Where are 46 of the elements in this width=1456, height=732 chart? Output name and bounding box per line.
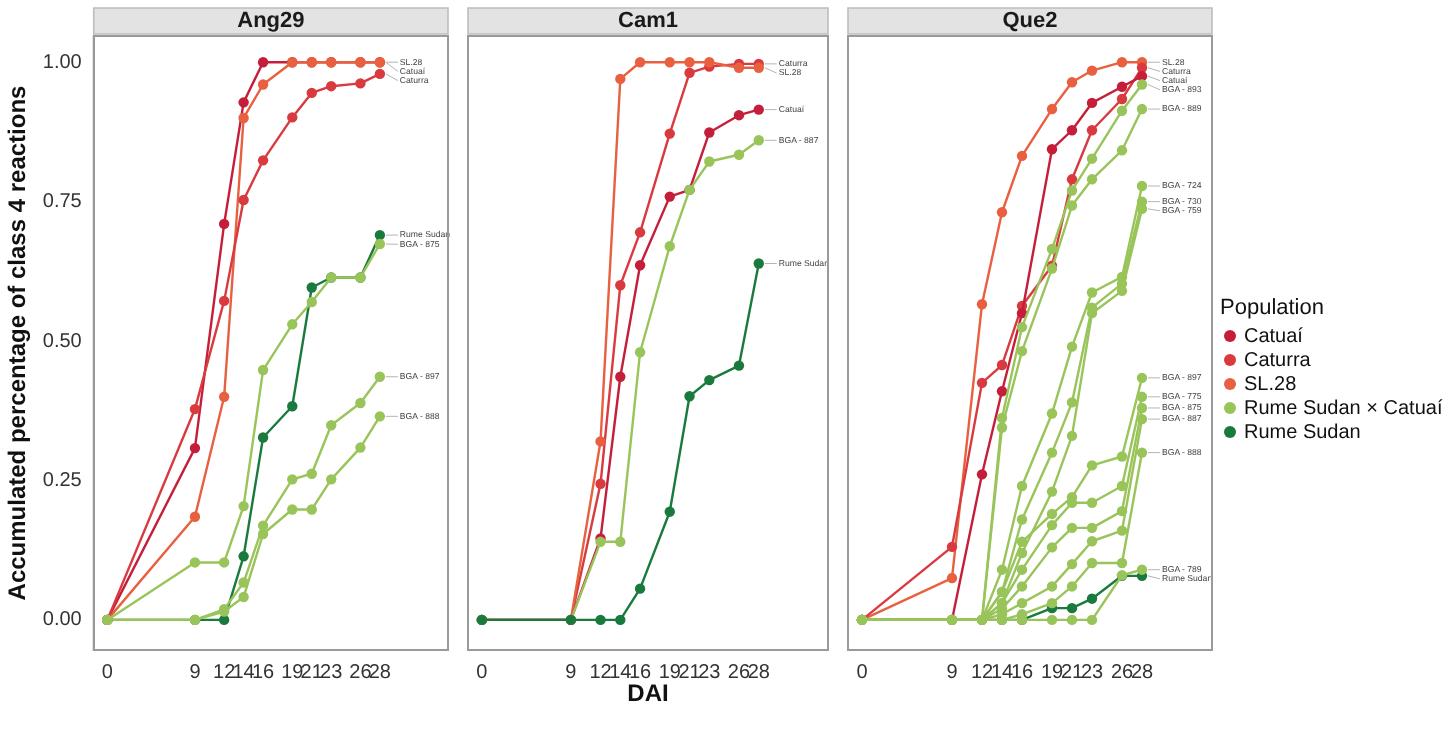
chart-title: Que2 (1002, 9, 1058, 34)
y-tick-label: 0.50 (42, 330, 83, 353)
x-tick-label: 19 (1040, 661, 1064, 684)
x-tick-label: 26 (349, 661, 373, 684)
x-tick-label: 28 (747, 661, 771, 684)
x-tick-label: 14 (609, 661, 633, 684)
x-tick-label: 23 (1080, 661, 1104, 684)
x-tick-label: 21 (300, 661, 324, 684)
x-tick-label: 28 (1130, 661, 1154, 684)
x-tick-label: 12 (970, 661, 994, 684)
y-tick-label: 0.00 (42, 609, 83, 632)
x-tick-label: 19 (658, 661, 682, 684)
x-tick-label: 0 (476, 661, 489, 684)
category-label: Catuaí (1244, 325, 1303, 347)
legend-title: Population (1220, 296, 1326, 320)
y-tick-label: 1.00 (42, 51, 83, 74)
x-tick-label: 14 (990, 661, 1014, 684)
category-label: Rume Sudan (1244, 421, 1361, 443)
y-axis-title: Accumulated percentage of class 4 reactions (3, 84, 32, 601)
x-tick-label: 21 (1060, 661, 1084, 684)
y-tick-label: 0.25 (42, 469, 83, 492)
category-label: SL.28 (1244, 373, 1297, 395)
x-tick-label: 26 (727, 661, 751, 684)
x-tick-label: 9 (189, 661, 202, 684)
category-label: Rume Sudan × Catuaí (1244, 397, 1443, 419)
x-axis-title: DAI (627, 678, 669, 707)
x-tick-label: 16 (1010, 661, 1034, 684)
x-tick-label: 21 (678, 661, 702, 684)
category-label: Caturra (1244, 349, 1311, 371)
x-tick-label: 0 (101, 661, 114, 684)
x-tick-label: 23 (320, 661, 344, 684)
x-tick-label: 23 (698, 661, 722, 684)
x-tick-label: 16 (628, 661, 653, 684)
y-tick-label: 0.75 (42, 191, 83, 214)
x-tick-label: 19 (281, 661, 305, 684)
x-tick-label: 26 (1110, 661, 1134, 684)
x-tick-label: 16 (251, 661, 276, 684)
chart-title: Cam1 (618, 9, 678, 34)
x-tick-label: 9 (946, 661, 959, 684)
x-tick-label: 14 (232, 661, 256, 684)
x-tick-label: 12 (213, 661, 237, 684)
x-tick-label: 0 (856, 661, 869, 684)
x-tick-label: 12 (589, 661, 613, 684)
x-tick-label: 28 (368, 661, 392, 684)
x-tick-label: 9 (565, 661, 578, 684)
chart-title: Ang29 (237, 9, 305, 34)
